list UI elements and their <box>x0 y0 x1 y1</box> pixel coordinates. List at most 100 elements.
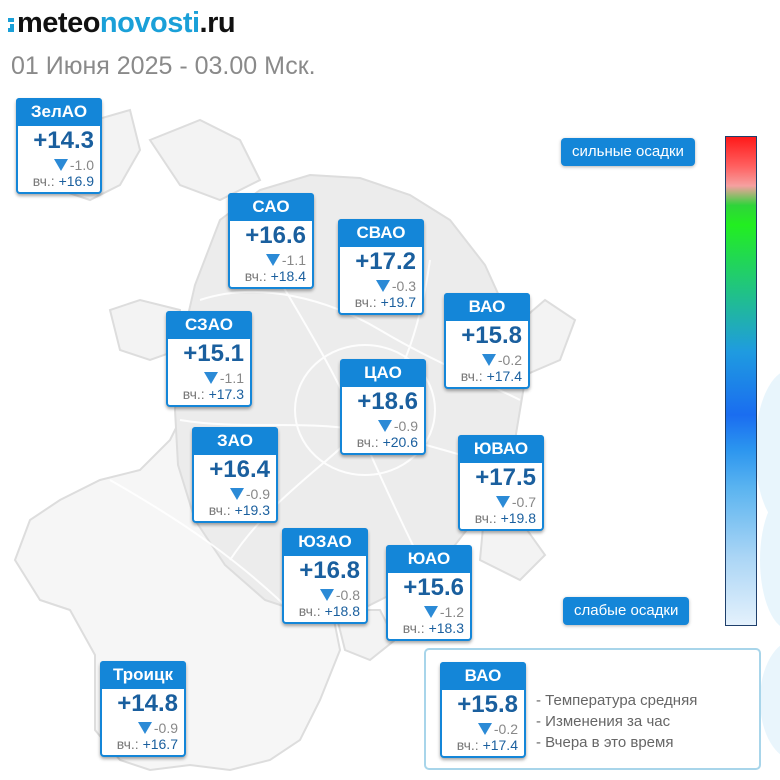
scale-label-heavy: сильные осадки <box>561 138 695 166</box>
district-name: ЮЗАО <box>282 528 368 556</box>
yesterday-value: +18.4 <box>270 268 306 284</box>
district-hourly-change: -0.2 <box>477 721 518 737</box>
district-name: ЮАО <box>386 545 472 573</box>
legend-line-temperature: - Температура средняя <box>536 692 698 709</box>
yesterday-prefix: вч.: <box>354 294 377 310</box>
district-temperature: +15.8 <box>461 322 522 349</box>
district-temperature: +16.8 <box>299 557 360 584</box>
district-change-value: -0.9 <box>393 418 418 434</box>
yesterday-value: +19.3 <box>234 502 270 518</box>
district-yesterday: вч.: +18.8 <box>299 603 360 619</box>
district-hourly-change: -1.1 <box>265 252 306 268</box>
district-name: СЗАО <box>166 311 252 339</box>
district-name: САО <box>228 193 314 221</box>
district-hourly-change: -1.1 <box>203 370 244 386</box>
district-card-yuvao[interactable]: ЮВАО +17.5 -0.7 вч.: +19.8 <box>458 435 544 531</box>
scale-label-light: слабые осадки <box>563 597 690 625</box>
district-card-sao[interactable]: САО +16.6 -1.1 вч.: +18.4 <box>228 193 314 289</box>
yesterday-value: +18.8 <box>324 603 360 619</box>
logo-text-domain: .ru <box>199 6 236 39</box>
district-yesterday: вч.: +16.9 <box>33 173 94 189</box>
district-yesterday: вч.: +18.3 <box>403 620 464 636</box>
yesterday-value: +20.6 <box>382 434 418 450</box>
district-temperature: +14.8 <box>117 690 178 717</box>
district-change-value: -0.7 <box>511 494 536 510</box>
triangle-down-icon <box>481 354 496 366</box>
yesterday-value: +19.8 <box>500 510 536 526</box>
district-change-value: -1.2 <box>439 604 464 620</box>
district-temperature: +15.8 <box>457 691 518 718</box>
district-hourly-change: -0.7 <box>495 494 536 510</box>
site-logo[interactable]: meteo novosti .ru <box>8 6 236 40</box>
district-change-value: -0.9 <box>153 720 178 736</box>
district-yesterday: вч.: +20.6 <box>357 434 418 450</box>
district-hourly-change: -0.9 <box>137 720 178 736</box>
district-yesterday: вч.: +19.8 <box>475 510 536 526</box>
district-name: ЮВАО <box>458 435 544 463</box>
yesterday-prefix: вч.: <box>116 736 139 752</box>
yesterday-prefix: вч.: <box>456 737 479 753</box>
yesterday-prefix: вч.: <box>402 620 425 636</box>
district-yesterday: вч.: +18.4 <box>245 268 306 284</box>
triangle-down-icon <box>229 488 244 500</box>
yesterday-prefix: вч.: <box>182 386 205 402</box>
district-card-zelao[interactable]: ЗелАО +14.3 -1.0 вч.: +16.9 <box>16 98 102 194</box>
district-yesterday: вч.: +19.3 <box>209 502 270 518</box>
triangle-down-icon <box>375 280 390 292</box>
yesterday-prefix: вч.: <box>244 268 267 284</box>
district-card-svao[interactable]: СВАО +17.2 -0.3 вч.: +19.7 <box>338 219 424 315</box>
district-name: СВАО <box>338 219 424 247</box>
page-subtitle-datetime: 01 Июня 2025 - 03.00 Мск. <box>11 52 316 80</box>
district-hourly-change: -0.3 <box>375 278 416 294</box>
district-card-yuzao[interactable]: ЮЗАО +16.8 -0.8 вч.: +18.8 <box>282 528 368 624</box>
yesterday-prefix: вч.: <box>356 434 379 450</box>
precipitation-color-scale <box>725 136 757 626</box>
district-temperature: +17.2 <box>355 248 416 275</box>
triangle-down-icon <box>265 254 280 266</box>
district-temperature: +16.6 <box>245 222 306 249</box>
district-yesterday: вч.: +17.4 <box>457 737 518 753</box>
district-card-vao[interactable]: ВАО +15.8 -0.2 вч.: +17.4 <box>444 293 530 389</box>
district-change-value: -1.1 <box>281 252 306 268</box>
logo-text-novosti: novosti <box>99 6 200 39</box>
district-card-troitsk[interactable]: Троицк +14.8 -0.9 вч.: +16.7 <box>100 661 186 757</box>
yesterday-prefix: вч.: <box>208 502 231 518</box>
triangle-down-icon <box>137 722 152 734</box>
district-temperature: +16.4 <box>209 456 270 483</box>
district-card-yuao[interactable]: ЮАО +15.6 -1.2 вч.: +18.3 <box>386 545 472 641</box>
yesterday-prefix: вч.: <box>460 368 483 384</box>
district-temperature: +17.5 <box>475 464 536 491</box>
logo-mark-icon <box>8 18 14 32</box>
district-card-tsao[interactable]: ЦАО +18.6 -0.9 вч.: +20.6 <box>340 359 426 455</box>
yesterday-prefix: вч.: <box>32 173 55 189</box>
district-temperature: +15.1 <box>183 340 244 367</box>
district-change-value: -1.1 <box>219 370 244 386</box>
district-hourly-change: -0.9 <box>377 418 418 434</box>
district-name: ВАО <box>444 293 530 321</box>
district-yesterday: вч.: +19.7 <box>355 294 416 310</box>
triangle-down-icon <box>477 723 492 735</box>
district-change-value: -0.8 <box>335 587 360 603</box>
triangle-down-icon <box>377 420 392 432</box>
district-card-szao[interactable]: СЗАО +15.1 -1.1 вч.: +17.3 <box>166 311 252 407</box>
district-yesterday: вч.: +16.7 <box>117 736 178 752</box>
triangle-down-icon <box>423 606 438 618</box>
district-change-value: -0.3 <box>391 278 416 294</box>
district-card-zao[interactable]: ЗАО +16.4 -0.9 вч.: +19.3 <box>192 427 278 523</box>
district-temperature: +18.6 <box>357 388 418 415</box>
district-hourly-change: -0.2 <box>481 352 522 368</box>
district-hourly-change: -0.8 <box>319 587 360 603</box>
legend-line-yesterday: - Вчера в это время <box>536 734 674 751</box>
yesterday-value: +16.9 <box>58 173 94 189</box>
district-temperature: +14.3 <box>33 127 94 154</box>
district-hourly-change: -1.2 <box>423 604 464 620</box>
district-yesterday: вч.: +17.3 <box>183 386 244 402</box>
yesterday-value: +18.3 <box>428 620 464 636</box>
district-hourly-change: -1.0 <box>53 157 94 173</box>
yesterday-value: +16.7 <box>142 736 178 752</box>
triangle-down-icon <box>495 496 510 508</box>
triangle-down-icon <box>203 372 218 384</box>
legend-panel: ВАО +15.8 -0.2 вч.: +17.4 - Температура … <box>424 648 761 770</box>
yesterday-value: +17.4 <box>482 737 518 753</box>
logo-text-meteo: meteo <box>17 6 100 39</box>
